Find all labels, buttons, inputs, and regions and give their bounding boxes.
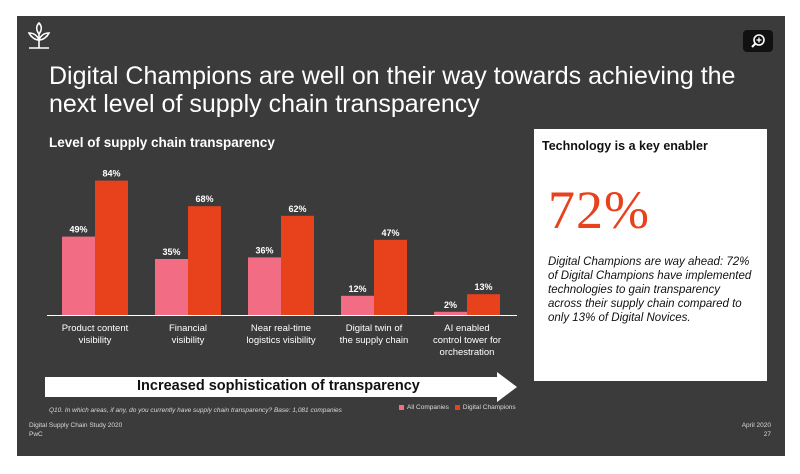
sophistication-arrow	[45, 372, 517, 402]
footer-left: Digital Supply Chain Study 2020 PwC	[29, 421, 122, 439]
legend-label-all: All Companies	[407, 404, 449, 411]
category-label-3-1: the supply chain	[340, 335, 409, 346]
bar-champions-1	[188, 206, 221, 315]
title-line-2: next level of supply chain transparency	[49, 90, 480, 118]
footer-org: PwC	[29, 431, 43, 438]
data-label-all-0: 49%	[69, 225, 87, 235]
data-label-champions-1: 68%	[195, 194, 213, 204]
page-number: 27	[763, 431, 771, 438]
chart-title: Level of supply chain transparency	[49, 135, 275, 150]
bar-all-1	[155, 259, 188, 315]
data-label-champions-2: 62%	[288, 204, 306, 214]
bar-champions-0	[95, 180, 128, 315]
sprout-logo-icon	[27, 22, 51, 49]
bar-chart: 49%84%Product contentvisibility35%68%Fin…	[47, 169, 517, 358]
bar-champions-3	[374, 239, 407, 315]
bar-all-3	[341, 295, 374, 315]
legend-label-champions: Digital Champions	[462, 404, 516, 411]
bar-all-0	[62, 236, 95, 315]
zoom-button[interactable]	[743, 30, 773, 52]
data-label-champions-3: 47%	[381, 228, 399, 238]
category-label-1-0: Financial	[169, 323, 207, 334]
footer-study: Digital Supply Chain Study 2020	[29, 422, 123, 429]
panel-title: Technology is a key enabler	[542, 139, 708, 153]
bar-champions-2	[281, 215, 314, 315]
category-label-4-2: orchestration	[440, 347, 495, 358]
footer-date: April 2020	[741, 422, 771, 429]
bar-champions-4	[467, 294, 500, 315]
category-label-0-1: visibility	[79, 335, 112, 346]
panel-body: Digital Champions are way ahead: 72% of …	[548, 256, 752, 324]
category-label-0-0: Product content	[62, 323, 129, 334]
category-label-2-1: logistics visibility	[246, 335, 315, 346]
category-label-4-0: AI enabled	[444, 323, 489, 334]
data-label-all-4: 2%	[444, 300, 457, 310]
zoom-in-icon	[751, 34, 765, 48]
category-label-3-0: Digital twin of	[346, 323, 403, 334]
chart-legend: All Companies Digital Champions	[399, 404, 516, 411]
legend-swatch-champions	[454, 405, 460, 410]
data-label-all-3: 12%	[348, 284, 366, 294]
slide-title: Digital Champions are well on their way …	[49, 62, 769, 118]
footer-right: April 2020 27	[742, 421, 771, 439]
category-label-4-1: control tower for	[433, 335, 501, 346]
legend-swatch-all	[399, 405, 404, 410]
bar-all-2	[248, 257, 281, 315]
footnote: Q10. In which areas, if any, do you curr…	[49, 407, 342, 414]
data-label-champions-4: 13%	[474, 282, 492, 292]
category-label-2-0: Near real-time	[251, 323, 311, 334]
data-label-all-2: 36%	[255, 245, 273, 255]
big-percentage: 72%	[548, 180, 650, 240]
category-label-1-1: visibility	[172, 335, 205, 346]
title-line-1: Digital Champions are well on their way …	[49, 62, 736, 90]
data-label-all-1: 35%	[162, 247, 180, 257]
key-enabler-panel: Technology is a key enabler 72% Digital …	[534, 129, 767, 381]
bar-all-4	[434, 311, 467, 315]
arrow-label: Increased sophistication of transparency	[137, 378, 420, 394]
slide: Digital Champions are well on their way …	[17, 16, 785, 456]
data-label-champions-0: 84%	[102, 169, 120, 179]
